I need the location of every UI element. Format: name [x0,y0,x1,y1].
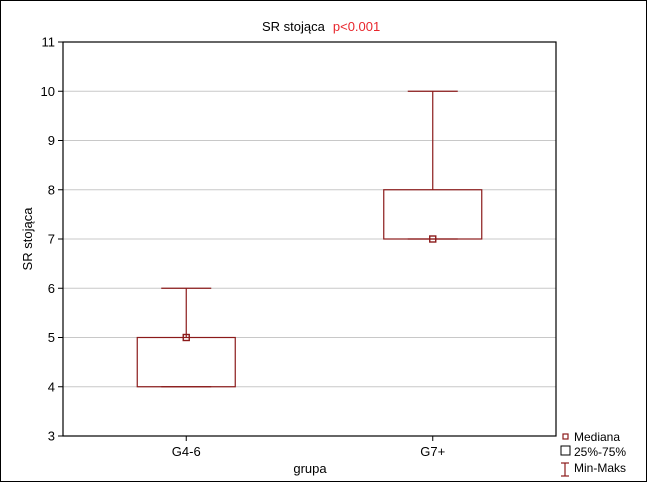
x-axis-title: grupa [293,461,327,476]
x-tick-label: G7+ [420,444,445,459]
y-tick-label: 3 [48,429,55,444]
legend-median-swatch [562,433,569,440]
legend: Mediana 25%-75% Min-Maks [560,430,626,477]
y-tick-label: 9 [48,133,55,148]
legend-entry-box: 25%-75% [574,445,626,459]
y-axis: 3 4 5 6 7 8 9 10 11 [41,35,63,444]
boxes [136,90,483,388]
median-marker [182,333,190,342]
y-tick-label: 5 [48,330,55,345]
legend-entry-median: Mediana [574,430,620,444]
legend-box-swatch [560,445,571,456]
chart-title-annotation: p<0.001 [333,19,380,34]
y-tick-label: 7 [48,232,55,247]
box-iqr [136,336,236,388]
y-tick-label: 4 [48,379,55,394]
box-iqr [383,189,483,240]
y-tick-label: 8 [48,182,55,197]
legend-entry-whisker: Min-Maks [574,461,626,475]
y-tick-label: 11 [42,35,56,50]
y-tick-label: 6 [48,281,55,296]
median-marker [429,235,437,243]
y-axis-title: SR stojąca [20,207,35,271]
y-tick-label: 10 [41,84,55,99]
chart-title: SR stojąca p<0.001 [262,19,380,34]
legend-whisker-swatch [561,462,569,477]
box-G4-6 [136,287,236,388]
x-axis: G4-6 G7+ [172,436,445,459]
chart-title-text: SR stojąca [262,19,326,34]
x-tick-label: G4-6 [172,444,201,459]
box-G7+ [383,90,483,243]
